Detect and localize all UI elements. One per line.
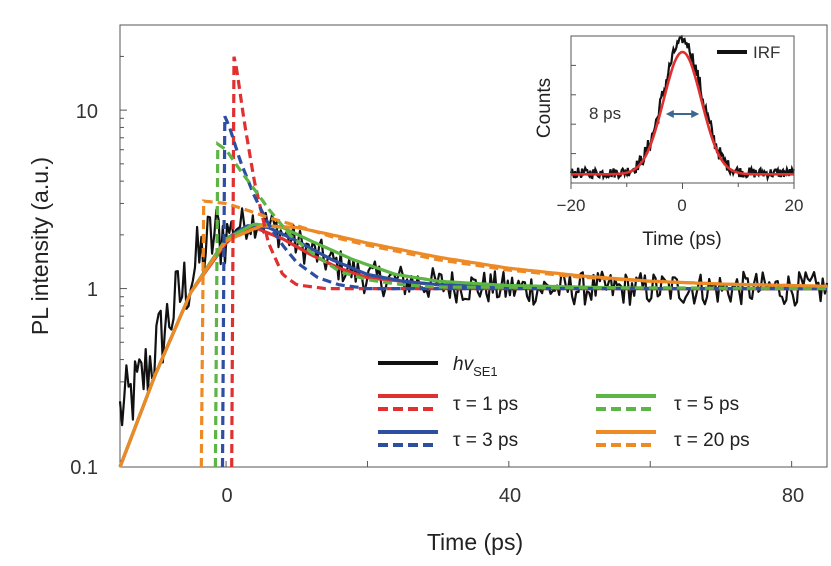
x-tick-label-0: 0	[221, 485, 232, 507]
inset-x-tick-label-neg20: −20	[557, 196, 586, 215]
y-tick-label-10: 10	[76, 101, 98, 123]
legend: hvSE1 τ = 1 ps τ = 3 ps τ = 5 ps τ = 20 …	[378, 354, 750, 451]
inset-background	[571, 36, 794, 183]
inset-y-axis-title: Counts	[534, 78, 555, 138]
x-axis-title: Time (ps)	[427, 529, 523, 555]
y-tick-label-1: 1	[87, 279, 98, 301]
inset-fwhm-annotation: 8 ps	[589, 104, 621, 123]
y-axis-title: PL intensity (a.u.)	[27, 157, 53, 335]
fwhm-arrowhead-right	[691, 110, 700, 118]
inset-ticks	[570, 64, 795, 189]
main-plot-frame	[119, 24, 828, 468]
series-tau20_fit	[118, 224, 828, 468]
x-tick-label-80: 80	[782, 485, 804, 507]
legend-label-tau20: τ = 20 ps	[674, 430, 750, 451]
inset-x-tick-label-0: 0	[677, 196, 686, 215]
series-data	[118, 207, 829, 427]
inset: −20 0 20 Time (ps) Counts IRF 8 ps	[534, 34, 804, 250]
legend-label-tau5: τ = 5 ps	[674, 394, 739, 415]
legend-label-tau3: τ = 3 ps	[453, 430, 518, 451]
y-tick-label-0.1: 0.1	[70, 457, 98, 479]
inset-x-axis-title: Time (ps)	[642, 229, 722, 250]
x-tick-label-40: 40	[499, 485, 521, 507]
fwhm-arrowhead-left	[665, 110, 674, 118]
main-series	[118, 56, 829, 468]
legend-label-data: hvSE1	[453, 354, 498, 379]
legend-label-tau1: τ = 1 ps	[453, 394, 518, 415]
main-ticks	[120, 24, 793, 468]
series-tau5_dec	[213, 141, 827, 468]
inset-series	[569, 34, 795, 183]
series-tau20_dec	[199, 199, 828, 468]
inset-x-tick-label-20: 20	[785, 196, 804, 215]
inset-series-irf_fit	[571, 50, 794, 176]
inset-legend-label: IRF	[753, 43, 780, 62]
